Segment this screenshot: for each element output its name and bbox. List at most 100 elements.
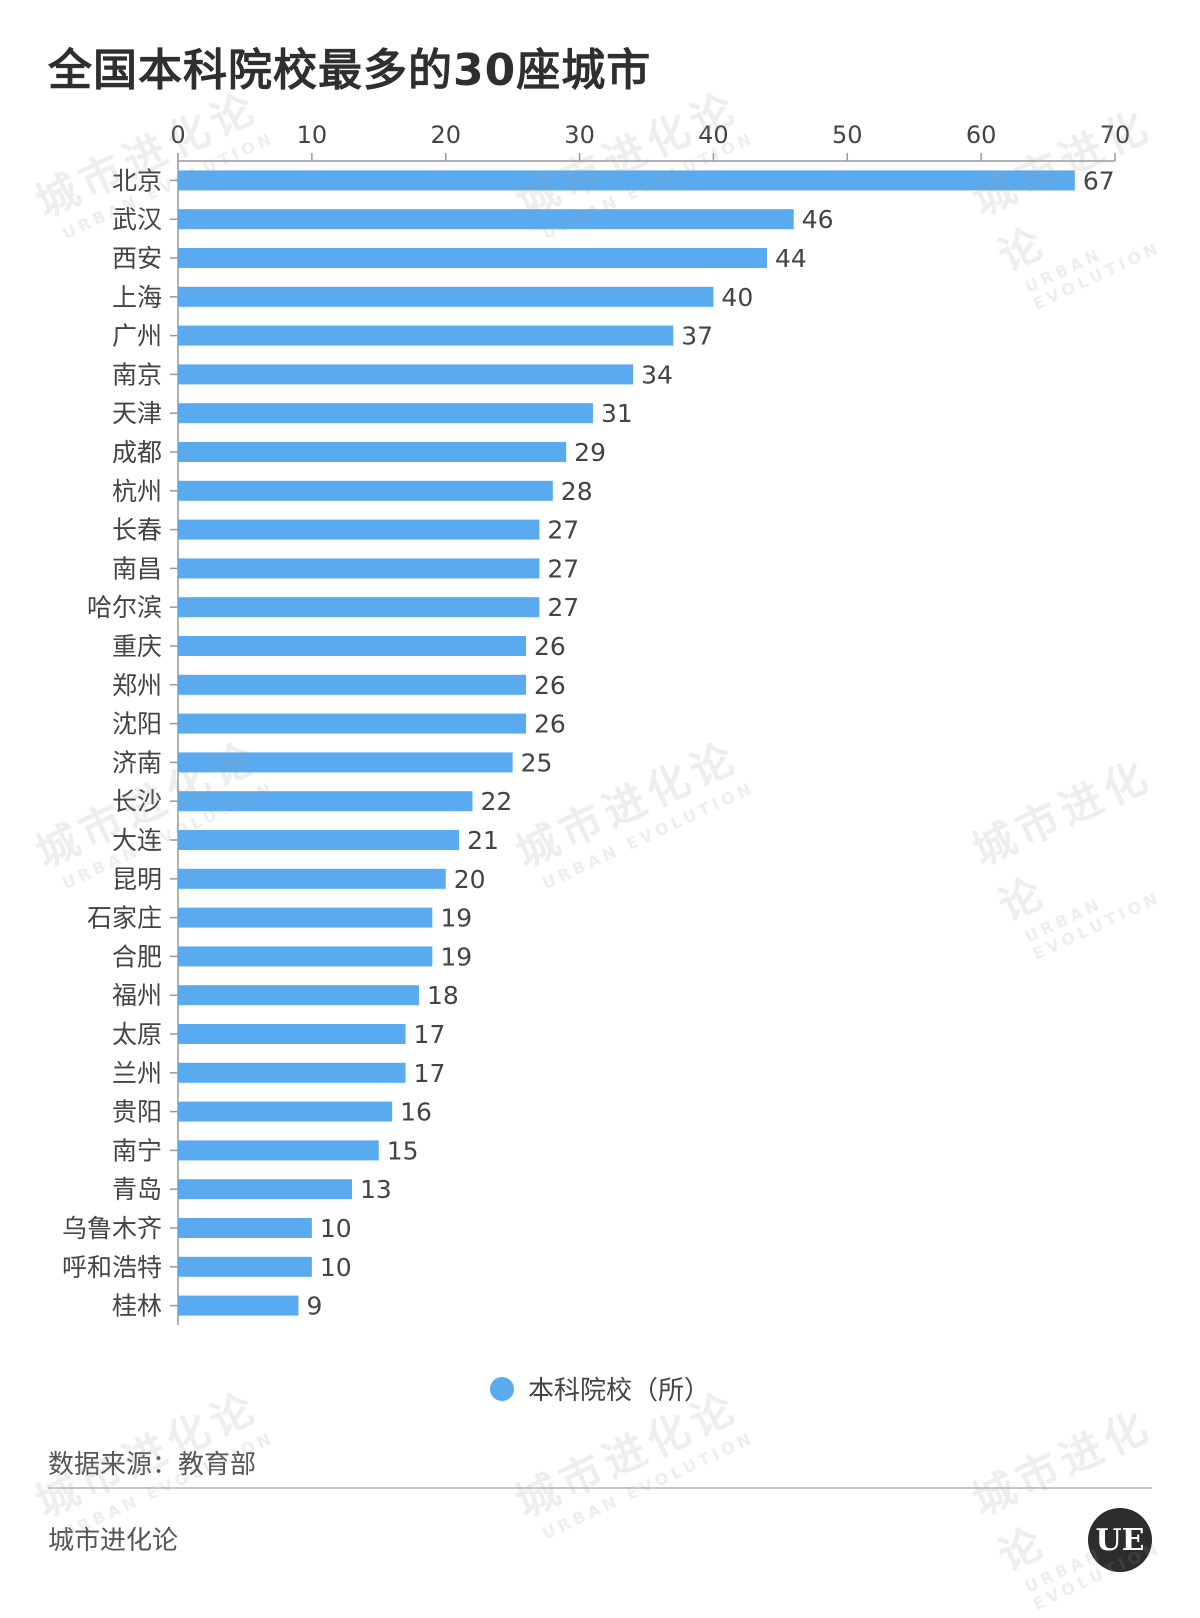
data-label: 40 — [721, 283, 753, 312]
x-tick-label: 30 — [564, 121, 595, 149]
y-tick-label: 杭州 — [112, 477, 162, 506]
bar — [178, 907, 433, 928]
chart-title: 全国本科院校最多的30座城市 — [48, 45, 652, 96]
y-tick-label: 昆明 — [112, 865, 162, 894]
y-tick-label: 武汉 — [112, 205, 162, 234]
y-tick-label: 广州 — [112, 322, 162, 351]
x-tick-label: 10 — [297, 121, 328, 149]
data-label: 27 — [547, 593, 579, 622]
y-tick-label: 大连 — [112, 826, 162, 855]
data-label: 21 — [467, 826, 499, 855]
data-label: 37 — [681, 322, 713, 351]
y-tick-label: 南京 — [112, 360, 162, 389]
bar — [178, 985, 419, 1006]
y-tick-label: 呼和浩特 — [62, 1253, 162, 1282]
brand-logo: UE — [1088, 1508, 1152, 1572]
bar — [178, 364, 634, 385]
data-source: 数据来源：教育部 — [48, 1450, 257, 1480]
data-label: 19 — [440, 904, 472, 933]
y-tick-label: 沈阳 — [112, 710, 162, 739]
y-tick-label: 南昌 — [112, 554, 162, 583]
bar — [178, 480, 553, 501]
data-label: 10 — [320, 1253, 352, 1282]
y-tick-label: 桂林 — [112, 1292, 162, 1321]
brand-name: 城市进化论 — [48, 1526, 179, 1556]
bar — [178, 519, 540, 540]
data-label: 29 — [574, 438, 606, 467]
y-tick-label: 北京 — [112, 166, 162, 195]
bar — [178, 636, 527, 656]
bar — [178, 713, 527, 734]
y-tick-label: 南宁 — [112, 1136, 162, 1165]
x-tick-label: 0 — [170, 121, 185, 149]
y-tick-label: 乌鲁木齐 — [62, 1214, 162, 1243]
data-label: 19 — [440, 942, 472, 971]
bar — [178, 946, 433, 967]
bar — [178, 442, 567, 462]
legend-marker — [489, 1376, 514, 1401]
y-tick-label: 合肥 — [112, 942, 162, 971]
bar — [178, 868, 446, 889]
y-tick-label: 天津 — [112, 399, 162, 428]
y-tick-label: 重庆 — [112, 632, 162, 661]
data-label: 17 — [414, 1059, 446, 1088]
data-label: 28 — [561, 477, 593, 506]
data-label: 26 — [534, 671, 566, 700]
data-label: 13 — [360, 1175, 392, 1204]
bar — [178, 1024, 406, 1044]
y-tick-label: 哈尔滨 — [87, 593, 162, 622]
bar-chart: 0 10 20 30 40 50 60 70 北京 67 武汉 46 西安 44 上海 40 广州 37 南京 34 天… — [62, 121, 1131, 1325]
bar — [178, 597, 540, 618]
y-tick-label: 郑州 — [112, 671, 162, 700]
bar — [178, 1101, 393, 1122]
bar — [178, 558, 540, 579]
bar — [178, 325, 674, 346]
data-label: 10 — [320, 1214, 352, 1243]
data-label: 16 — [400, 1098, 432, 1127]
data-label: 26 — [534, 632, 566, 661]
bar — [178, 1218, 312, 1238]
legend-label: 本科院校（所） — [527, 1376, 710, 1406]
y-tick-label: 石家庄 — [87, 904, 162, 933]
y-tick-label: 兰州 — [112, 1059, 162, 1088]
data-label: 26 — [534, 710, 566, 739]
y-tick-label: 长春 — [112, 516, 162, 545]
y-tick-label: 长沙 — [112, 787, 162, 816]
y-tick-label: 上海 — [112, 283, 162, 312]
bar — [178, 791, 473, 812]
bar — [178, 830, 460, 850]
y-tick-label: 福州 — [112, 981, 162, 1010]
data-label: 17 — [414, 1020, 446, 1049]
bar — [178, 1140, 379, 1161]
data-label: 9 — [306, 1292, 322, 1321]
y-tick-label: 成都 — [112, 438, 162, 467]
data-label: 67 — [1083, 166, 1115, 195]
x-tick-label: 70 — [1100, 121, 1131, 149]
bar — [178, 1256, 312, 1277]
data-label: 27 — [547, 516, 579, 545]
y-tick-label: 西安 — [112, 244, 162, 273]
bar — [178, 170, 1075, 191]
data-label: 25 — [521, 748, 553, 777]
y-tick-label: 济南 — [112, 748, 162, 777]
bar — [178, 209, 794, 230]
x-tick-label: 40 — [698, 121, 729, 149]
chart-legend: 本科院校（所） — [0, 1370, 1200, 1407]
bar — [178, 674, 527, 695]
y-tick-label: 青岛 — [112, 1175, 162, 1204]
data-label: 46 — [802, 205, 834, 234]
bar — [178, 1179, 353, 1200]
y-tick-label: 贵阳 — [112, 1098, 162, 1127]
data-label: 44 — [775, 244, 807, 273]
bar — [178, 1295, 299, 1316]
x-tick-label: 50 — [832, 121, 863, 149]
footer-divider — [48, 1487, 1152, 1489]
bar — [178, 286, 714, 307]
data-label: 22 — [480, 787, 512, 816]
bar — [178, 248, 767, 268]
data-label: 27 — [547, 554, 579, 583]
data-label: 15 — [387, 1136, 419, 1165]
bar — [178, 1062, 406, 1083]
data-label: 34 — [641, 360, 673, 389]
